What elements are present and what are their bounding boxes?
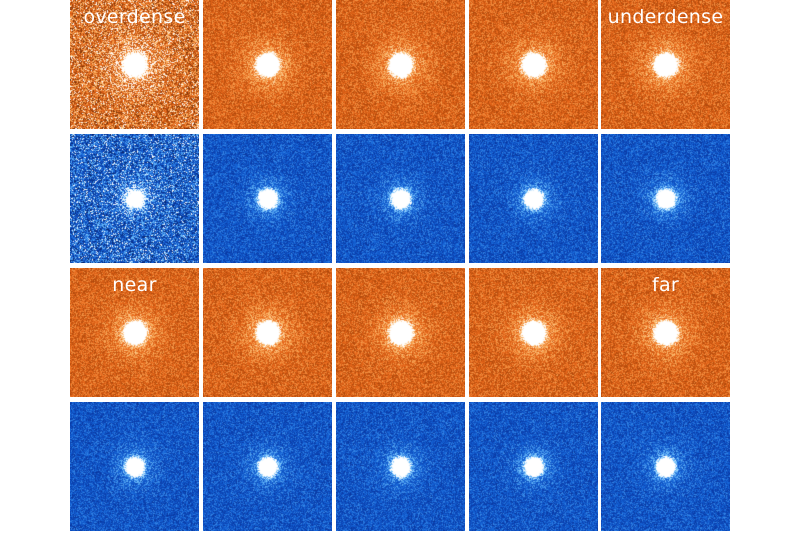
- stack-image-r4-c3: [336, 402, 465, 531]
- stack-image-r1-c2: [203, 0, 332, 129]
- stack-image-r4-c1: [70, 402, 199, 531]
- stack-image-r2-c2: [203, 134, 332, 263]
- stack-image-r1-c5: underdense: [601, 0, 730, 129]
- stack-image-r3-c1: near: [70, 268, 199, 397]
- stack-image-r2-c4: [469, 134, 598, 263]
- stack-image-r1-c1: overdense: [70, 0, 199, 129]
- stack-image-r2-c5: [601, 134, 730, 263]
- stack-image-r3-c5: far: [601, 268, 730, 397]
- stack-image-r4-c4: [469, 402, 598, 531]
- stack-image-r1-c3: [336, 0, 465, 129]
- stack-image-r4-c5: [601, 402, 730, 531]
- stack-image-r2-c3: [336, 134, 465, 263]
- stack-image-r3-c3: [336, 268, 465, 397]
- stack-image-r3-c2: [203, 268, 332, 397]
- stack-image-r2-c1: [70, 134, 199, 263]
- stack-image-r1-c4: [469, 0, 598, 129]
- stack-image-r4-c2: [203, 402, 332, 531]
- stack-image-r3-c4: [469, 268, 598, 397]
